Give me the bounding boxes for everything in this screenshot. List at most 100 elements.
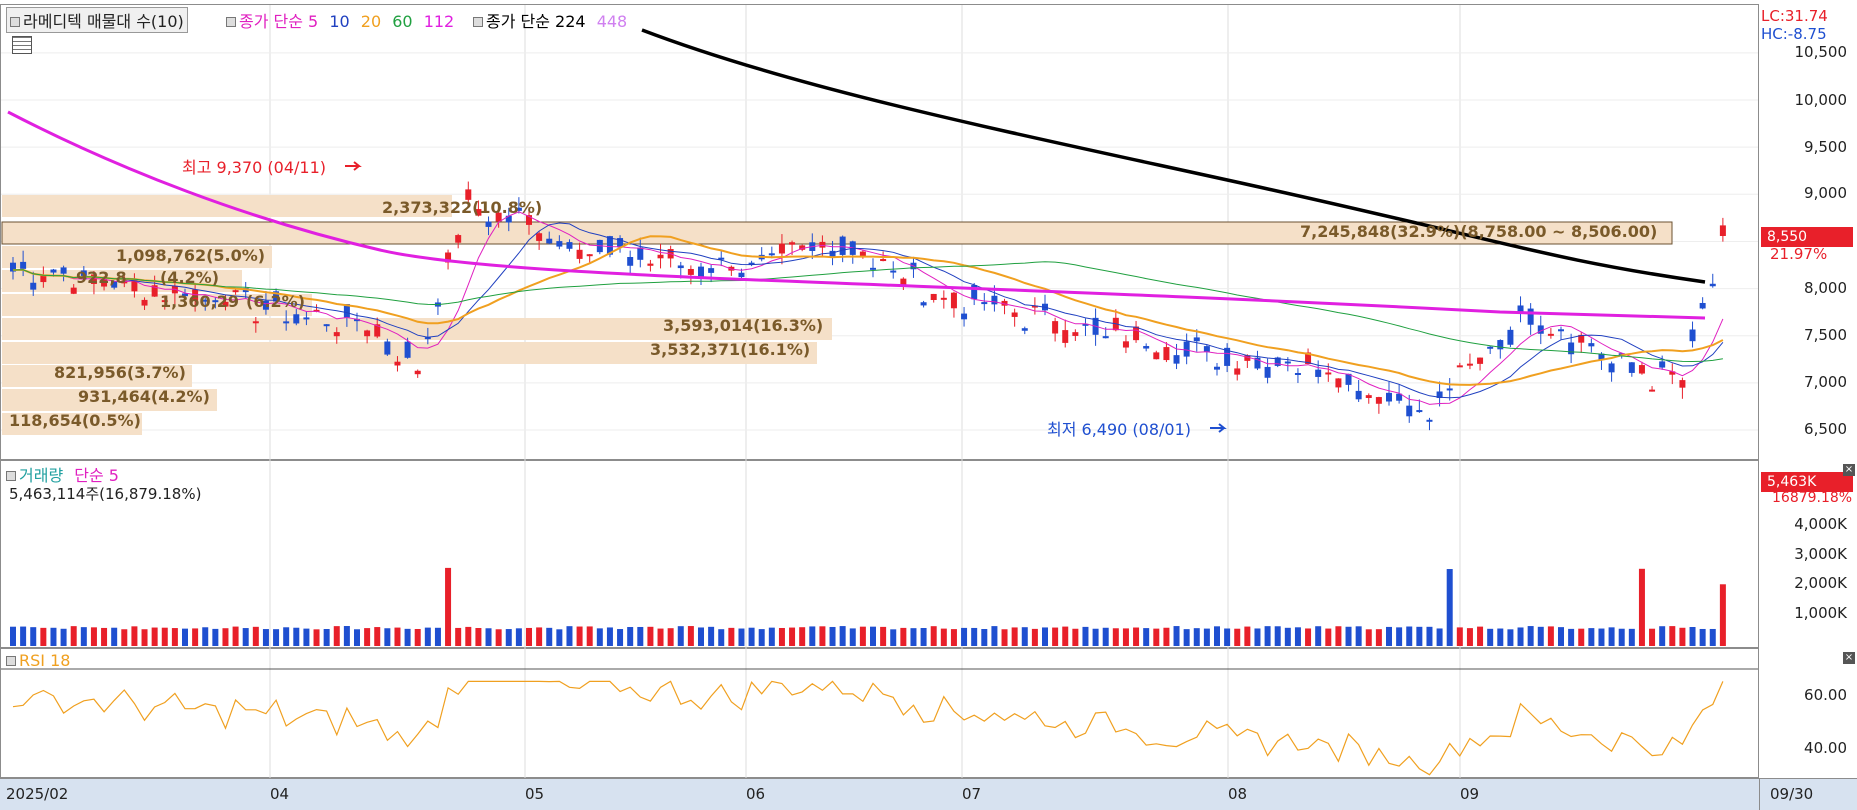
candle-body (1001, 300, 1008, 306)
candle-body (505, 215, 512, 223)
candle-body (1122, 341, 1129, 348)
volume-bar (1052, 627, 1059, 646)
candle-body (819, 241, 826, 248)
volume-bar (910, 628, 917, 646)
volume-bar (1173, 626, 1180, 646)
volume-bar (526, 627, 532, 646)
volume-bar (617, 629, 624, 646)
candle-body (870, 267, 876, 270)
volume-bar (40, 627, 47, 646)
candle-body (617, 238, 624, 248)
low-price-marker: 최저 6,490 (08/01) (1047, 420, 1192, 439)
volume-bar (364, 628, 371, 646)
volume-bar (1021, 627, 1028, 646)
volume-chart-panel[interactable] (0, 460, 1759, 648)
volume-bar (1406, 626, 1413, 646)
ma2-toggle-icon[interactable] (473, 17, 483, 27)
volume-profile-band (2, 365, 192, 387)
volume-bar (212, 628, 219, 646)
ma5-line (12, 211, 1724, 405)
volume-bar (586, 626, 593, 646)
candle-body (131, 278, 138, 292)
volume-bar (880, 626, 887, 646)
candle-body (1709, 283, 1716, 287)
volume-bar (151, 627, 158, 646)
candle-body (212, 300, 219, 303)
price-axis-column (1759, 4, 1857, 778)
close-icon[interactable]: × (1843, 652, 1855, 664)
candle-body (1699, 302, 1706, 309)
volume-bar (738, 628, 745, 646)
candle-body (789, 242, 796, 245)
ma20-legend: 20 (360, 12, 382, 31)
candle-body (101, 278, 108, 287)
ma448-legend: 448 (596, 12, 628, 31)
indicator-toggle-icon[interactable] (10, 17, 20, 27)
candle-body (1244, 355, 1251, 361)
volume-bar (1254, 628, 1261, 646)
volume-bar (1568, 628, 1575, 646)
candle-body (1163, 347, 1170, 361)
volume-legend: 거래량 단순 5 (6, 462, 119, 486)
volume-bar (50, 627, 57, 646)
candle-body (404, 341, 411, 358)
candle-body (1507, 329, 1514, 345)
volume-bar (101, 627, 108, 646)
indicator-selector[interactable]: 라메디텍 매물대 수(10) (6, 7, 188, 33)
candle-body (141, 299, 148, 306)
low-arrow-icon (1210, 423, 1227, 433)
volume-bar (1112, 628, 1119, 646)
volume-bar (870, 626, 876, 646)
hc-readout: HC:-8.75 (1761, 25, 1827, 43)
high-arrow-icon (345, 161, 362, 171)
volume-bar (1699, 628, 1706, 646)
volume-bar (1537, 626, 1544, 646)
volume-bar (930, 626, 937, 646)
candle-body (343, 304, 350, 318)
volume-profile-band (1, 221, 1673, 245)
volume-bar (1487, 628, 1494, 646)
rsi-toggle-icon[interactable] (6, 656, 16, 666)
rsi-chart-panel[interactable] (0, 648, 1759, 778)
price-tick-6500: 6,500 (1804, 420, 1847, 438)
candle-body (698, 266, 704, 278)
grid-table-icon[interactable] (12, 36, 32, 54)
volume-bar (536, 627, 543, 646)
candle-body (465, 189, 472, 200)
candle-body (738, 272, 745, 278)
candle-body (333, 332, 340, 337)
volume-bar (1669, 626, 1676, 646)
price-tick-8000: 8,000 (1804, 279, 1847, 297)
ma-toggle-icon[interactable] (226, 17, 236, 27)
time-axis[interactable]: 2025/02 04 05 06 07 08 09 09/30 (0, 778, 1857, 810)
volume-bar (961, 627, 968, 646)
vp-label-5: 1,360,29 (160, 292, 239, 311)
volume-bar (1578, 628, 1585, 646)
candle-body (1416, 410, 1423, 413)
candle-body (1386, 392, 1392, 402)
candle-body (1598, 353, 1605, 360)
volume-bar (768, 627, 775, 646)
candle-body (1315, 369, 1322, 377)
volume-bar (495, 629, 502, 646)
volume-profile-band (2, 318, 832, 340)
ma60-legend: 60 (392, 12, 413, 31)
volume-bar (1608, 627, 1615, 646)
candle-body (70, 287, 77, 294)
volume-toggle-icon[interactable] (6, 471, 16, 481)
volume-bar (1416, 626, 1423, 646)
volume-bar (991, 626, 998, 646)
close-icon[interactable]: × (1843, 464, 1855, 476)
candle-body (252, 321, 259, 324)
volume-bar (940, 628, 947, 646)
candle-body (1487, 346, 1494, 349)
candle-body (30, 282, 37, 290)
candle-body (961, 313, 968, 320)
candle-body (1133, 326, 1140, 341)
volume-bar (1547, 626, 1554, 646)
candle-body (80, 270, 87, 280)
x-tick-2025-02: 2025/02 (6, 785, 69, 803)
volume-bar (1122, 628, 1129, 646)
rsi-title: RSI 18 (19, 651, 71, 670)
candle-body (485, 221, 492, 227)
